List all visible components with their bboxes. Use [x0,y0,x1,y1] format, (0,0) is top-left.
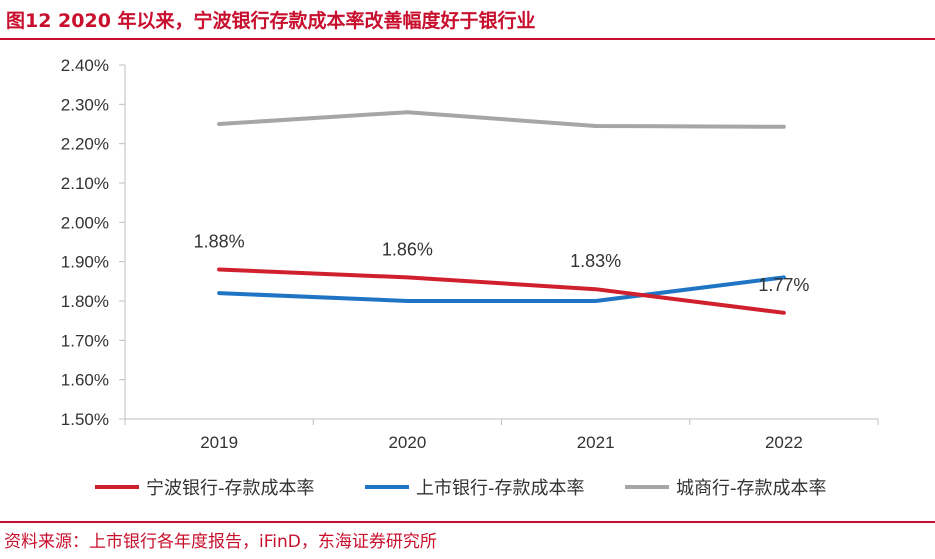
series-line-2 [217,275,786,303]
x-tick-label: 2022 [765,433,803,452]
y-tick-label: 1.80% [61,292,109,311]
series-lines [217,110,786,315]
y-tick-label: 1.50% [61,410,109,429]
y-tick-label: 2.30% [61,95,109,114]
data-label: 1.77% [758,275,809,295]
legend-label-3: 城商行-存款成本率 [676,478,827,499]
line-chart: 1.50% 1.60% 1.70% 1.80% 1.90% 2.00% 2.10% 2.20%… [61,56,879,499]
y-tick-label: 2.40% [61,56,109,75]
x-tick-label: 2021 [577,433,615,452]
data-label: 1.83% [570,251,621,271]
x-tick-label: 2019 [200,433,238,452]
y-tick-label: 1.90% [61,253,109,272]
source-divider [0,521,935,523]
x-tick-label: 2020 [388,433,426,452]
legend-label-1: 宁波银行-存款成本率 [146,478,315,499]
data-label: 1.88% [194,232,245,252]
y-tick-label: 1.70% [61,331,109,350]
title-divider [0,38,935,40]
data-labels: 1.88% 1.86% 1.83% 1.77% [194,232,810,295]
series-line-3 [217,110,786,129]
legend-label-2: 上市银行-存款成本率 [416,478,585,499]
data-label: 1.86% [382,239,433,259]
y-tick-label: 2.00% [61,213,109,232]
y-tick-label: 1.60% [61,371,109,390]
series-line-1 [217,267,786,315]
chart-axes: 1.50% 1.60% 1.70% 1.80% 1.90% 2.00% 2.10% 2.20%… [61,56,879,452]
source-note: 资料来源：上市银行各年度报告，iFinD，东海证券研究所 [4,532,437,552]
chart-title: 图12 2020 年以来，宁波银行存款成本率改善幅度好于银行业 [6,10,536,32]
y-tick-label: 2.20% [61,135,109,154]
y-tick-label: 2.10% [61,174,109,193]
chart-legend: 宁波银行-存款成本率 上市银行-存款成本率 城商行-存款成本率 [95,478,827,499]
